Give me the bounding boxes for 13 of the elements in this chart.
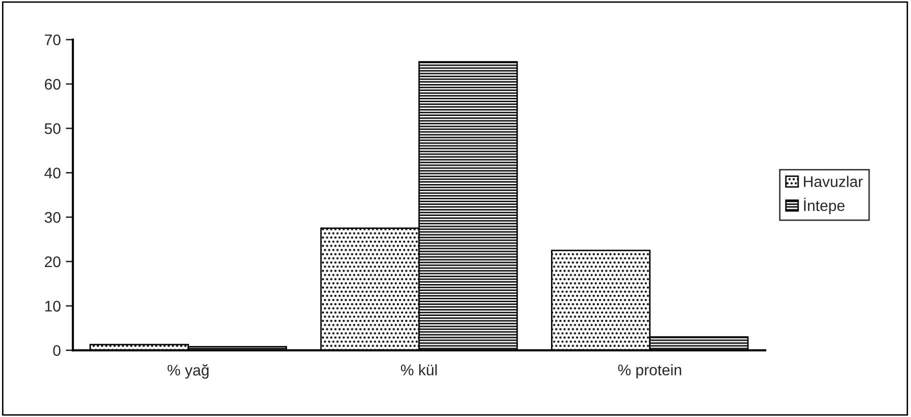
- y-tick-label: 70: [44, 34, 60, 46]
- y-tick-label: 20: [44, 256, 60, 268]
- y-tick-label: 60: [44, 78, 60, 90]
- x-tick-label: % protein: [618, 364, 682, 378]
- y-tick-label: 10: [45, 300, 60, 312]
- y-tick-label: 0: [53, 345, 60, 356]
- y-tick-label: 40: [44, 168, 60, 178]
- x-tick-label: % yağ: [168, 364, 209, 379]
- x-tick-label: % kül: [400, 364, 437, 376]
- y-tick-label: 30: [44, 212, 60, 223]
- legend-label: Havuzlar: [804, 176, 863, 188]
- legend-label: İntepe: [804, 198, 845, 214]
- y-tick-label: 50: [44, 123, 60, 134]
